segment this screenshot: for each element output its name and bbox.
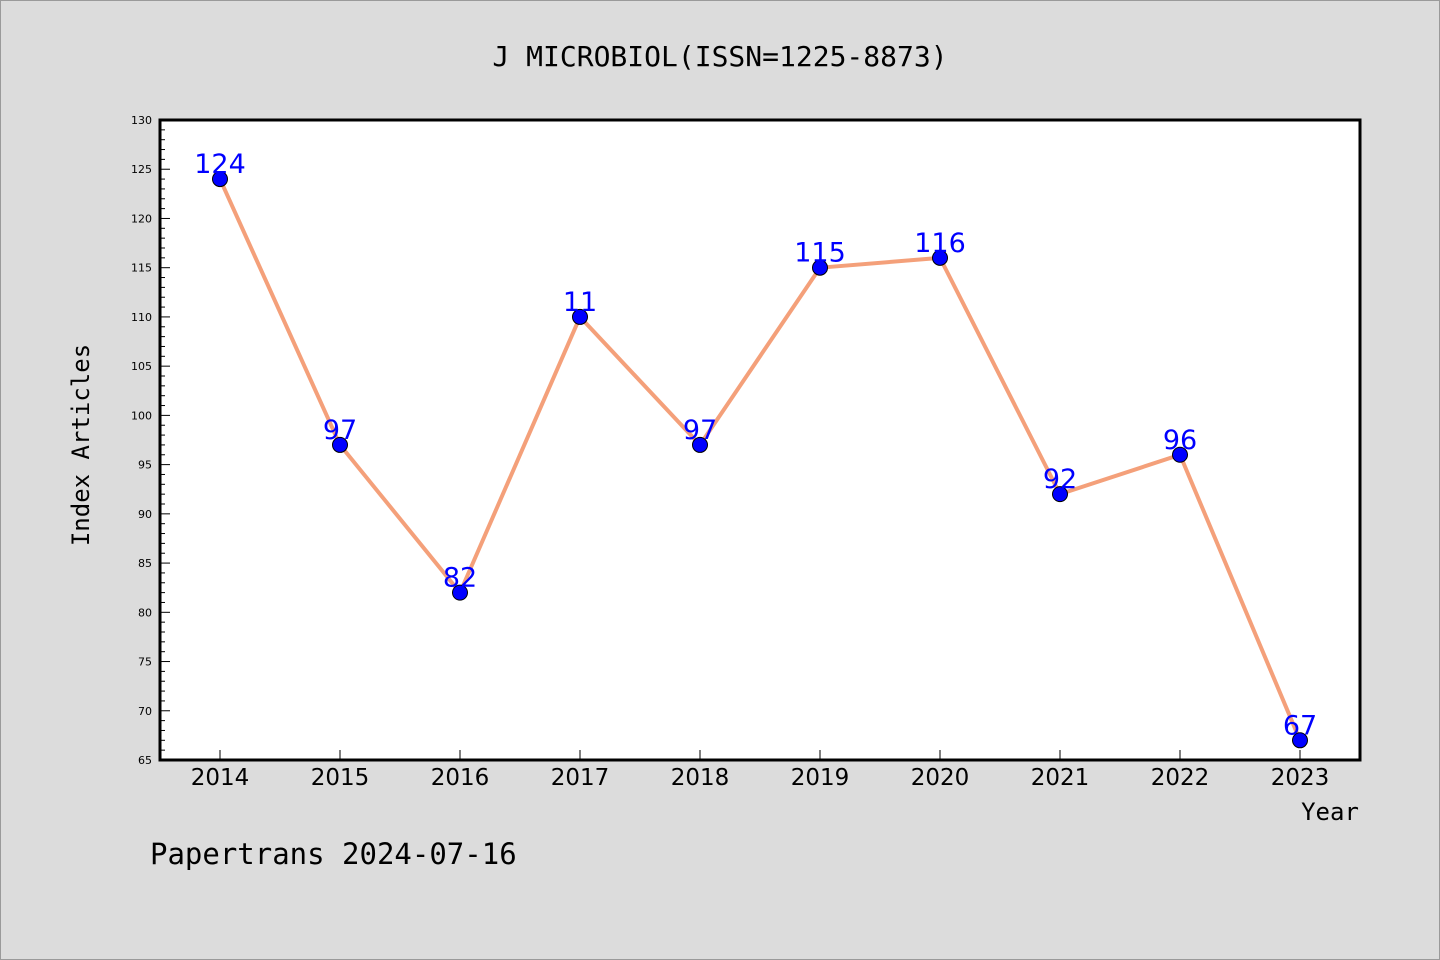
y-tick-label: 100 [131, 409, 152, 422]
x-axis-title: Year [1301, 798, 1359, 826]
x-tick-label: 2015 [311, 765, 370, 791]
data-point [572, 308, 588, 325]
data-point [1292, 732, 1308, 749]
series-line [218, 177, 1302, 743]
y-tick-label: 65 [138, 754, 152, 767]
data-label: 82 [443, 563, 477, 594]
data-label: 115 [794, 238, 846, 269]
x-tick-label: 2022 [1151, 765, 1210, 791]
data-point [812, 259, 828, 276]
x-tick-label: 2014 [191, 765, 250, 791]
y-tick-label: 75 [138, 656, 152, 669]
y-tick-label: 130 [131, 114, 152, 127]
x-tick-label: 2016 [431, 765, 490, 791]
y-tick-label: 105 [131, 360, 152, 373]
x-tick-label: 2017 [551, 765, 610, 791]
y-tick-label: 70 [138, 705, 152, 718]
x-tick-label: 2019 [791, 765, 850, 791]
data-label: 97 [683, 415, 717, 446]
data-label: 124 [194, 149, 246, 180]
x-tick-label: 2021 [1031, 765, 1090, 791]
plot-area [160, 120, 1360, 760]
data-point [212, 171, 228, 188]
y-tick-label: 125 [131, 163, 152, 176]
y-tick-label: 80 [138, 606, 152, 619]
y-tick-label: 110 [131, 311, 152, 324]
plot-border [158, 118, 1362, 762]
data-label: 116 [914, 228, 966, 259]
data-points [212, 171, 1308, 749]
data-point [932, 249, 948, 266]
series-line-group [218, 177, 1302, 743]
data-point [692, 436, 708, 453]
x-axis-ticks: 2014 2015 2016 2017 2018 2019 2020 2021 2022 2023 [191, 750, 1330, 791]
data-label: 67 [1283, 710, 1317, 741]
data-label: 92 [1043, 464, 1077, 495]
y-axis-ticks: 65 70 75 80 85 90 95 100 105 110 115 120 125 130 [131, 114, 152, 767]
chart-title: J MICROBIOL(ISSN=1225-8873) [492, 40, 947, 73]
x-tick-label: 2020 [911, 765, 970, 791]
y-tick-label: 120 [131, 212, 152, 225]
x-tick-label: 2023 [1271, 765, 1330, 791]
y-tick-label: 115 [131, 262, 152, 275]
data-label: 96 [1163, 425, 1197, 456]
y-axis-title: Index Articles [67, 344, 95, 546]
data-point [452, 584, 468, 601]
y-tick-label: 95 [138, 459, 152, 472]
data-point [1052, 486, 1068, 503]
data-point [1172, 446, 1188, 463]
y-tick-label: 85 [138, 557, 152, 570]
data-labels: 124 97 82 11 97 115 116 92 96 67 [194, 149, 1317, 741]
data-point [332, 436, 348, 453]
footer-watermark: Papertrans 2024-07-16 [150, 837, 517, 871]
x-tick-label: 2018 [671, 765, 730, 791]
data-label: 11 [563, 287, 597, 318]
data-label: 97 [323, 415, 357, 446]
y-tick-label: 90 [138, 508, 152, 521]
